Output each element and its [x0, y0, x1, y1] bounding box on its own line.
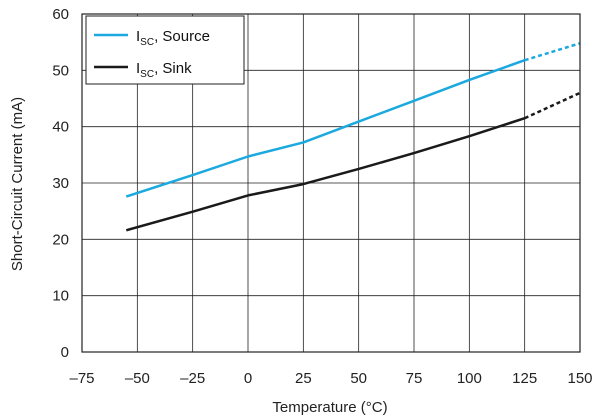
- x-tick-label: 0: [244, 370, 252, 387]
- legend-label-source: ISC, Source: [136, 28, 210, 48]
- x-tick-label: 150: [567, 370, 592, 387]
- y-tick-label: 60: [52, 6, 69, 23]
- x-tick-label: 50: [350, 370, 367, 387]
- legend-label-sink: ISC, Sink: [136, 60, 192, 80]
- plot-frame: [81, 13, 581, 353]
- x-tick-label: 100: [457, 370, 482, 387]
- legend: ISC, Source ISC, Sink: [85, 15, 245, 85]
- x-tick-label: 125: [512, 370, 537, 387]
- y-tick-label: 10: [52, 288, 69, 305]
- series-line-1: [125, 117, 526, 232]
- y-tick-label: 30: [52, 175, 69, 192]
- y-tick-label: 50: [52, 62, 69, 79]
- x-tick-label: –75: [69, 370, 94, 387]
- series-lines: [125, 42, 581, 232]
- x-tick-label: –25: [180, 370, 205, 387]
- series-extrapolation-1: [524, 91, 581, 120]
- x-tick-label: 75: [406, 370, 423, 387]
- axis-ticks: –75 –50 –25 0 25 50 75 100 125 150 0 10 20 30 40 50 60: [52, 6, 592, 387]
- x-tick-label: –50: [125, 370, 150, 387]
- y-tick-label: 0: [61, 344, 69, 361]
- y-tick-label: 20: [52, 231, 69, 248]
- y-tick-label: 40: [52, 119, 69, 136]
- y-axis-label: Short-Circuit Current (mA): [9, 97, 26, 271]
- series-line-0: [125, 59, 526, 198]
- x-axis-label: Temperature (°C): [272, 399, 387, 416]
- series-extrapolation-0: [524, 42, 581, 62]
- x-tick-label: 25: [295, 370, 312, 387]
- legend-box: [85, 15, 245, 85]
